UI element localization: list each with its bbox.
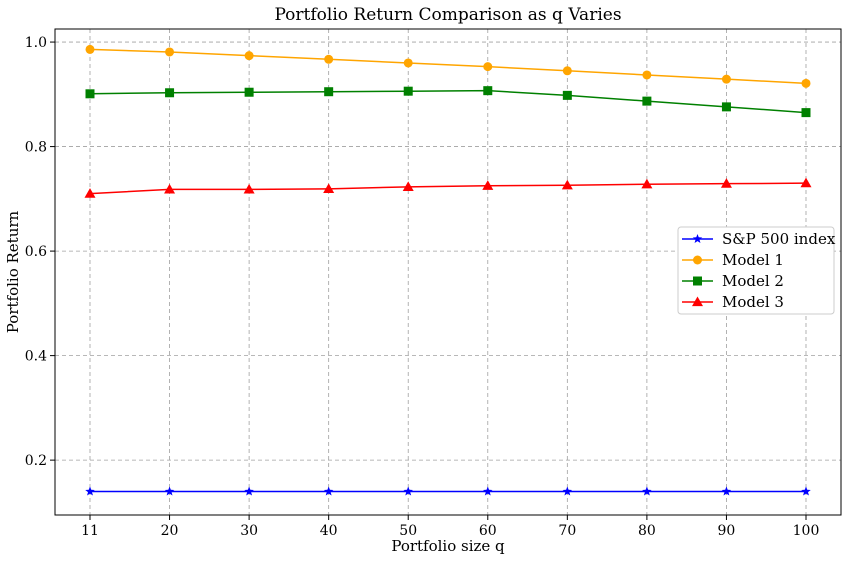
series-layer <box>84 44 812 496</box>
data-point-s-p-500-index <box>85 486 95 496</box>
data-point-model-1 <box>483 62 493 72</box>
x-tick-label: 20 <box>161 523 179 539</box>
series-line-model-3 <box>89 182 807 195</box>
legend-label-s-p-500-index: S&P 500 index <box>722 230 836 248</box>
data-point-s-p-500-index <box>403 486 413 496</box>
data-point-model-3 <box>323 183 335 194</box>
legend-label-model-1: Model 1 <box>722 251 784 269</box>
legend-box <box>677 226 835 315</box>
data-point-model-2 <box>483 86 493 96</box>
x-tick-label: 70 <box>558 523 576 539</box>
legend-marker-s-p-500-index <box>692 234 703 244</box>
data-point-model-3 <box>164 183 176 194</box>
x-tick-label: 40 <box>320 523 338 539</box>
data-point-model-2 <box>85 89 95 99</box>
data-point-model-3 <box>800 177 812 188</box>
legend-marker-model-1 <box>693 255 702 265</box>
plot-frame <box>54 28 842 516</box>
data-point-model-2 <box>165 88 175 98</box>
x-tick-label: 11 <box>81 523 99 539</box>
series-model-1 <box>85 44 811 88</box>
data-point-s-p-500-index <box>801 486 811 496</box>
data-point-model-2 <box>403 86 413 96</box>
data-point-model-1 <box>721 74 731 84</box>
data-point-model-3 <box>641 178 653 189</box>
data-point-model-3 <box>561 179 573 190</box>
data-point-model-2 <box>562 90 572 100</box>
x-tick-label: 50 <box>399 523 417 539</box>
y-axis-label: Portfolio Return <box>4 210 22 333</box>
x-tick-label: 80 <box>638 523 656 539</box>
legend-label-model-3: Model 3 <box>722 293 784 311</box>
data-point-s-p-500-index <box>323 486 334 496</box>
data-point-model-1 <box>244 51 254 61</box>
y-tick-label: 0.6 <box>25 244 47 260</box>
data-point-model-1 <box>801 78 811 88</box>
axis-ticks: 11 20 30 40 50 60 70 80 90 100 0.2 0.4 0.6 0.8 1.0 <box>25 35 820 539</box>
data-point-model-3 <box>402 181 414 191</box>
y-tick-label: 0.4 <box>25 349 47 365</box>
x-axis-label: Portfolio size q <box>391 537 505 555</box>
data-point-model-1 <box>85 44 95 54</box>
legend-label-model-2: Model 2 <box>722 272 784 290</box>
data-point-model-2 <box>244 87 254 97</box>
x-tick-label: 60 <box>479 523 497 539</box>
data-point-model-2 <box>324 87 334 97</box>
data-point-s-p-500-index <box>721 486 732 496</box>
series-model-2 <box>85 86 811 118</box>
data-point-s-p-500-index <box>244 486 254 496</box>
data-point-model-2 <box>801 108 811 118</box>
x-tick-label: 100 <box>793 523 820 539</box>
data-point-model-2 <box>642 96 652 106</box>
x-tick-label: 90 <box>718 523 736 539</box>
data-point-model-3 <box>482 180 494 190</box>
data-point-model-3 <box>84 188 96 198</box>
series-s-p-500-index <box>85 486 811 496</box>
data-point-s-p-500-index <box>164 486 175 496</box>
legend-marker-model-2 <box>693 276 702 286</box>
chart-title: Portfolio Return Comparison as q Varies <box>274 5 621 25</box>
series-line-model-2 <box>89 89 807 114</box>
data-point-model-3 <box>720 178 732 188</box>
data-point-model-1 <box>165 47 175 57</box>
legend: S&P 500 index Model 1 Model 2 Model 3 <box>677 226 836 315</box>
x-tick-label: 30 <box>240 523 258 539</box>
data-point-model-3 <box>243 183 255 194</box>
y-tick-label: 0.8 <box>25 140 47 156</box>
series-line-model-1 <box>89 48 807 85</box>
data-point-model-1 <box>642 70 652 80</box>
data-point-model-1 <box>324 54 334 64</box>
y-tick-label: 0.2 <box>25 453 47 469</box>
series-model-3 <box>84 177 812 198</box>
data-point-model-1 <box>403 58 413 68</box>
y-tick-label: 1.0 <box>25 35 47 51</box>
data-point-s-p-500-index <box>562 486 573 496</box>
data-point-s-p-500-index <box>483 486 493 496</box>
data-point-model-1 <box>562 66 572 76</box>
legend-marker-model-3 <box>692 296 703 307</box>
data-point-model-2 <box>721 102 731 112</box>
data-point-s-p-500-index <box>642 486 652 496</box>
